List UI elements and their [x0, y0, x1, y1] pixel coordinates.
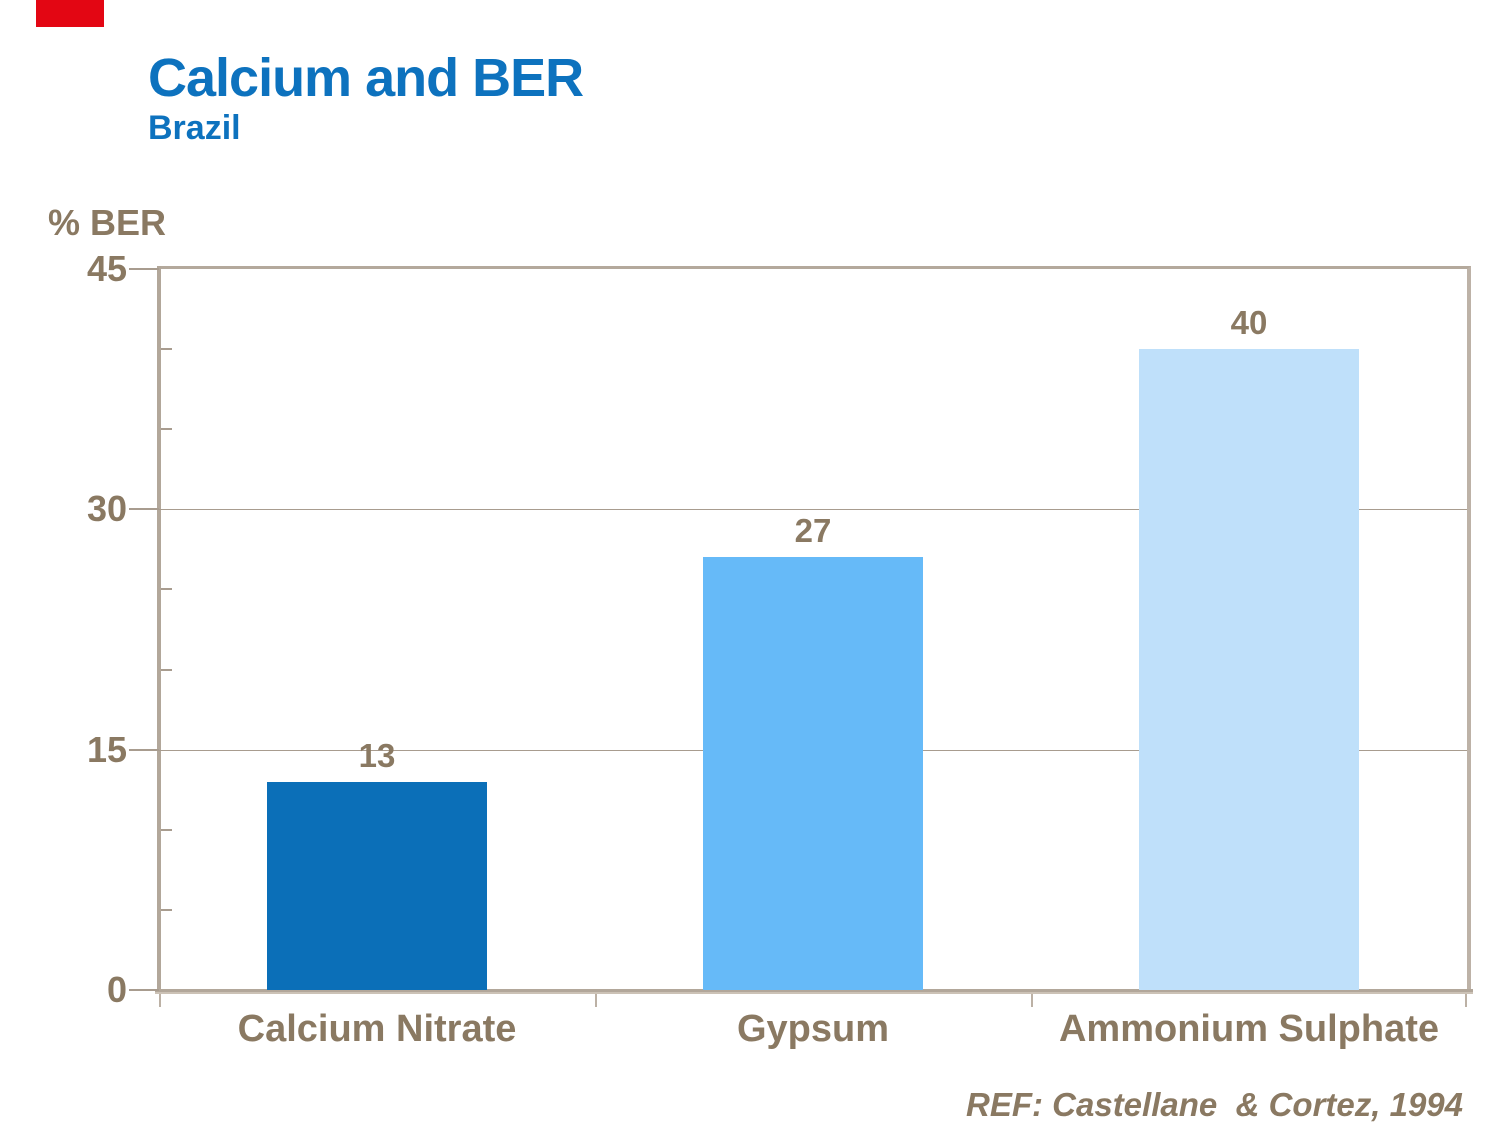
chart-title: Calcium and BER	[148, 48, 584, 108]
reference-note: REF: Castellane & Cortez, 1994	[966, 1086, 1463, 1123]
category-tick-0	[159, 994, 161, 1007]
y-tick-label-30: 30	[86, 488, 127, 530]
category-tick-2	[1031, 994, 1033, 1007]
x-axis-line	[155, 989, 1473, 994]
y-minor-tick-25	[161, 588, 172, 591]
y-minor-tick-35	[161, 428, 172, 431]
y-axis-title: % BER	[48, 202, 167, 243]
y-tick-label-45: 45	[86, 248, 127, 289]
y-major-tick-15	[129, 748, 159, 751]
bar-calcium-nitrate	[267, 781, 487, 990]
category-label-calcium-nitrate: Calcium Nitrate	[237, 1008, 517, 1050]
plot-area: 45 30 15 0 13 Calcium Nitrate 27 Gypsum 40 Ammoni…	[87, 250, 1473, 1050]
chart-subtitle: Brazil	[148, 108, 241, 147]
y-minor-tick-10	[161, 828, 172, 831]
y-tick-label-15: 15	[86, 728, 127, 770]
red-flag-decoration	[36, 0, 104, 27]
bar-ammonium-sulphate	[1139, 349, 1359, 990]
y-axis-line	[157, 266, 161, 990]
y-major-tick-30	[129, 508, 159, 511]
category-tick-1	[595, 994, 597, 1007]
bar-gypsum	[703, 557, 923, 990]
category-tick-3	[1465, 994, 1467, 1007]
y-minor-tick-20	[161, 668, 172, 671]
category-label-gypsum: Gypsum	[736, 1008, 890, 1050]
chart-title-block: Calcium and BER Brazil	[148, 48, 584, 147]
y-tick-label-0: 0	[106, 969, 127, 1010]
bar-value-label-ammonium-sulphate: 40	[1230, 304, 1268, 342]
y-major-tick-0	[129, 989, 159, 991]
y-minor-tick-5	[161, 908, 172, 911]
y-minor-tick-40	[161, 348, 172, 351]
bar-value-label-gypsum: 27	[794, 512, 832, 550]
bar-value-label-calcium-nitrate: 13	[358, 736, 396, 774]
y-major-tick-45	[129, 268, 159, 270]
gridline-30	[159, 509, 1467, 511]
category-label-ammonium-sulphate: Ammonium Sulphate	[1058, 1008, 1440, 1050]
